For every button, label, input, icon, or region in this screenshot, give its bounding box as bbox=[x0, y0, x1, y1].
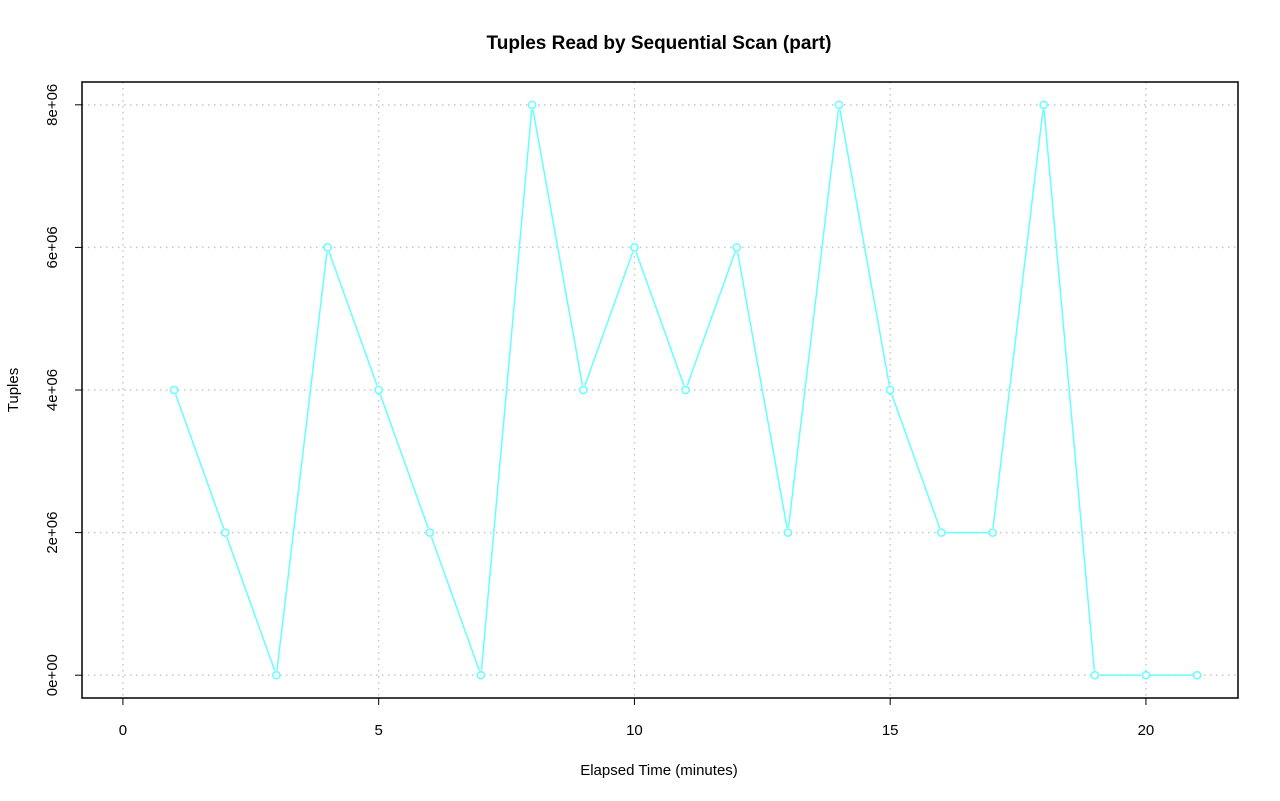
data-point bbox=[630, 243, 639, 252]
series-segment bbox=[379, 394, 429, 529]
data-point bbox=[936, 528, 946, 537]
series-segment bbox=[276, 252, 328, 671]
y-tick-label: 4e+06 bbox=[44, 369, 61, 411]
data-point bbox=[834, 100, 844, 110]
y-tick-label: 2e+06 bbox=[44, 512, 61, 554]
y-tick-label: 6e+06 bbox=[44, 226, 61, 268]
data-point bbox=[323, 243, 332, 252]
series-segment bbox=[584, 251, 634, 386]
grid bbox=[82, 82, 1238, 698]
x-tick-label: 0 bbox=[119, 722, 127, 739]
data-point bbox=[169, 385, 179, 395]
data-point bbox=[1090, 670, 1100, 680]
y-axis: 0e+00 2e+06 4e+06 6e+06 8e+06 bbox=[44, 84, 82, 696]
series-segment bbox=[328, 251, 378, 386]
series-segment bbox=[736, 251, 788, 529]
data-point bbox=[425, 528, 435, 537]
x-axis-label: Elapsed Time (minutes) bbox=[580, 762, 738, 779]
series-segment bbox=[480, 109, 533, 671]
x-tick-label: 15 bbox=[882, 722, 899, 739]
data-point bbox=[885, 385, 895, 395]
series-segment bbox=[430, 536, 481, 671]
data-point bbox=[1039, 100, 1048, 110]
plot-area-frame bbox=[81, 81, 1239, 699]
series-segment bbox=[174, 394, 225, 529]
y-axis-label: Tuples bbox=[5, 368, 22, 412]
data-point bbox=[374, 385, 384, 395]
data-point bbox=[272, 670, 281, 680]
data-point bbox=[476, 670, 486, 680]
y-tick-label: 0e+00 bbox=[44, 654, 61, 696]
data-point bbox=[1192, 670, 1202, 680]
x-tick-label: 20 bbox=[1138, 722, 1155, 739]
data-point bbox=[578, 385, 588, 395]
data-point bbox=[220, 528, 230, 537]
series-segment bbox=[226, 536, 276, 671]
x-axis: 0 5 10 15 20 bbox=[119, 697, 1155, 739]
series-segment bbox=[787, 109, 840, 528]
data-point bbox=[1141, 670, 1151, 680]
series-segment bbox=[839, 109, 891, 386]
data-point bbox=[527, 100, 537, 110]
series-segment bbox=[1043, 109, 1096, 671]
series-segment bbox=[532, 109, 584, 386]
data-point bbox=[732, 243, 742, 252]
data-series bbox=[169, 100, 1202, 680]
y-tick-label: 8e+06 bbox=[44, 84, 61, 126]
data-point bbox=[988, 528, 997, 537]
chart-title: Tuples Read by Sequential Scan (part) bbox=[487, 33, 832, 54]
x-tick-label: 10 bbox=[626, 722, 643, 739]
series-segment bbox=[992, 109, 1044, 528]
series-segment bbox=[635, 251, 685, 386]
data-point bbox=[783, 528, 793, 537]
data-point bbox=[681, 385, 690, 395]
series-segment bbox=[686, 251, 736, 386]
series-segment bbox=[891, 394, 941, 529]
x-tick-label: 5 bbox=[375, 722, 383, 739]
